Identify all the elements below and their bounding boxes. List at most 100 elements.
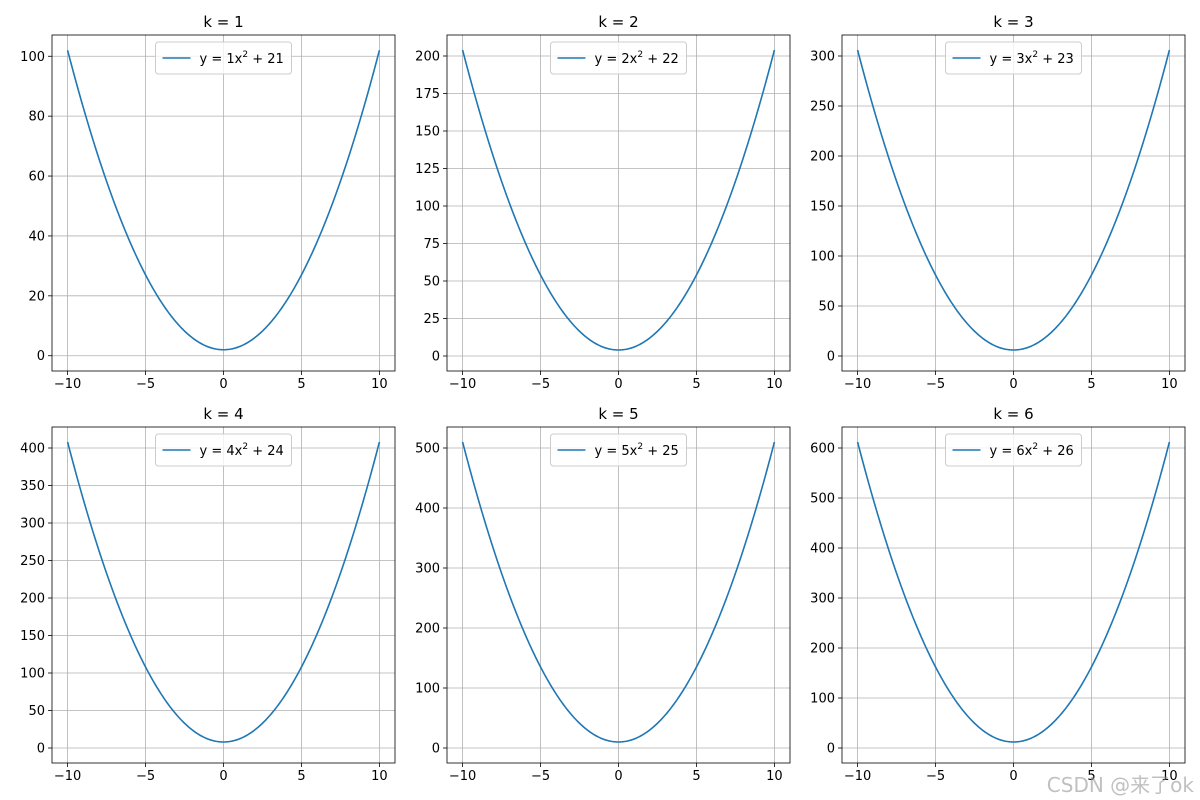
y-tick-label: 150 <box>415 125 440 140</box>
x-tick-label: −5 <box>531 377 550 392</box>
subplot-title: k = 6 <box>993 405 1033 423</box>
series-line-1 <box>461 49 776 351</box>
x-tick-label: 0 <box>219 769 227 784</box>
legend-label: y = 3x2 + 23 <box>990 50 1074 67</box>
x-tick-label: −5 <box>136 769 155 784</box>
y-tick-label: 100 <box>810 250 835 265</box>
x-tick-label: 5 <box>297 769 305 784</box>
series-line-1 <box>461 441 776 743</box>
x-tick-label: 0 <box>614 769 622 784</box>
y-tick-label: 75 <box>423 237 440 252</box>
x-tick-label: 5 <box>297 377 305 392</box>
x-tick-label: −5 <box>926 377 945 392</box>
series-line-1 <box>66 441 381 743</box>
x-tick-label: −5 <box>136 377 155 392</box>
y-tick-label: 300 <box>810 50 835 65</box>
y-tick-label: 25 <box>423 312 440 327</box>
legend-label: y = 5x2 + 25 <box>595 442 679 459</box>
y-tick-label: 500 <box>415 442 440 457</box>
y-tick-label: 50 <box>423 275 440 290</box>
x-tick-label: 10 <box>1161 377 1178 392</box>
x-tick-label: 0 <box>614 377 622 392</box>
x-tick-label: 10 <box>766 769 783 784</box>
x-tick-label: −10 <box>844 769 871 784</box>
legend: y = 5x2 + 25 <box>550 433 687 467</box>
legend-label: y = 6x2 + 26 <box>990 442 1074 459</box>
x-tick-label: 0 <box>219 377 227 392</box>
y-tick-label: 100 <box>20 667 45 682</box>
y-tick-label: 100 <box>810 692 835 707</box>
series-line-1 <box>856 49 1171 351</box>
y-tick-label: 100 <box>415 682 440 697</box>
y-tick-label: 0 <box>432 742 440 757</box>
legend: y = 6x2 + 26 <box>945 433 1082 467</box>
y-tick-label: 150 <box>810 200 835 215</box>
y-tick-label: 400 <box>810 542 835 557</box>
y-tick-label: 60 <box>28 170 45 185</box>
x-tick-label: 10 <box>766 377 783 392</box>
legend: y = 1x2 + 21 <box>155 41 292 75</box>
legend-box <box>945 433 1082 467</box>
x-tick-label: −5 <box>926 769 945 784</box>
subplot-title: k = 5 <box>598 405 638 423</box>
legend: y = 3x2 + 23 <box>945 41 1082 75</box>
x-tick-label: −10 <box>54 769 81 784</box>
x-tick-label: 0 <box>1009 377 1017 392</box>
y-tick-label: 200 <box>810 150 835 165</box>
y-tick-label: 300 <box>415 562 440 577</box>
y-tick-label: 0 <box>37 349 45 364</box>
y-tick-label: 0 <box>37 742 45 757</box>
y-tick-label: 100 <box>20 50 45 65</box>
y-tick-label: 200 <box>415 622 440 637</box>
legend-box <box>550 433 687 467</box>
x-tick-label: 5 <box>692 377 700 392</box>
y-tick-label: 175 <box>415 87 440 102</box>
y-tick-label: 350 <box>20 479 45 494</box>
legend: y = 4x2 + 24 <box>155 433 292 467</box>
y-tick-label: 0 <box>432 350 440 365</box>
y-tick-label: 20 <box>28 289 45 304</box>
y-tick-label: 400 <box>415 502 440 517</box>
x-tick-label: −10 <box>844 377 871 392</box>
legend-label: y = 4x2 + 24 <box>200 442 284 459</box>
y-tick-label: 200 <box>810 642 835 657</box>
legend: y = 2x2 + 22 <box>550 41 687 75</box>
x-tick-label: 0 <box>1009 769 1017 784</box>
subplot-title: k = 2 <box>598 13 638 31</box>
y-tick-label: 40 <box>28 229 45 244</box>
y-tick-label: 50 <box>28 704 45 719</box>
x-tick-label: −10 <box>54 377 81 392</box>
legend-label: y = 1x2 + 21 <box>200 50 284 67</box>
y-tick-label: 0 <box>827 742 835 757</box>
legend-box <box>550 41 687 75</box>
subplot-title: k = 4 <box>203 405 243 423</box>
series-line-1 <box>66 50 381 351</box>
x-tick-label: 5 <box>692 769 700 784</box>
legend-label: y = 2x2 + 22 <box>595 50 679 67</box>
y-tick-label: 50 <box>818 300 835 315</box>
y-tick-label: 100 <box>415 200 440 215</box>
x-tick-label: −5 <box>531 769 550 784</box>
x-tick-label: 5 <box>1087 769 1095 784</box>
y-tick-label: 250 <box>20 554 45 569</box>
y-tick-label: 250 <box>810 100 835 115</box>
x-tick-label: 10 <box>371 377 388 392</box>
x-tick-label: −10 <box>449 377 476 392</box>
y-tick-label: 400 <box>20 442 45 457</box>
y-tick-label: 0 <box>827 350 835 365</box>
watermark: CSDN @来了ok <box>1046 773 1194 797</box>
y-tick-label: 300 <box>20 517 45 532</box>
y-tick-label: 500 <box>810 492 835 507</box>
legend-box <box>155 41 292 75</box>
y-tick-label: 125 <box>415 162 440 177</box>
y-tick-label: 300 <box>810 592 835 607</box>
x-tick-label: 5 <box>1087 377 1095 392</box>
subplot-title: k = 1 <box>203 13 243 31</box>
